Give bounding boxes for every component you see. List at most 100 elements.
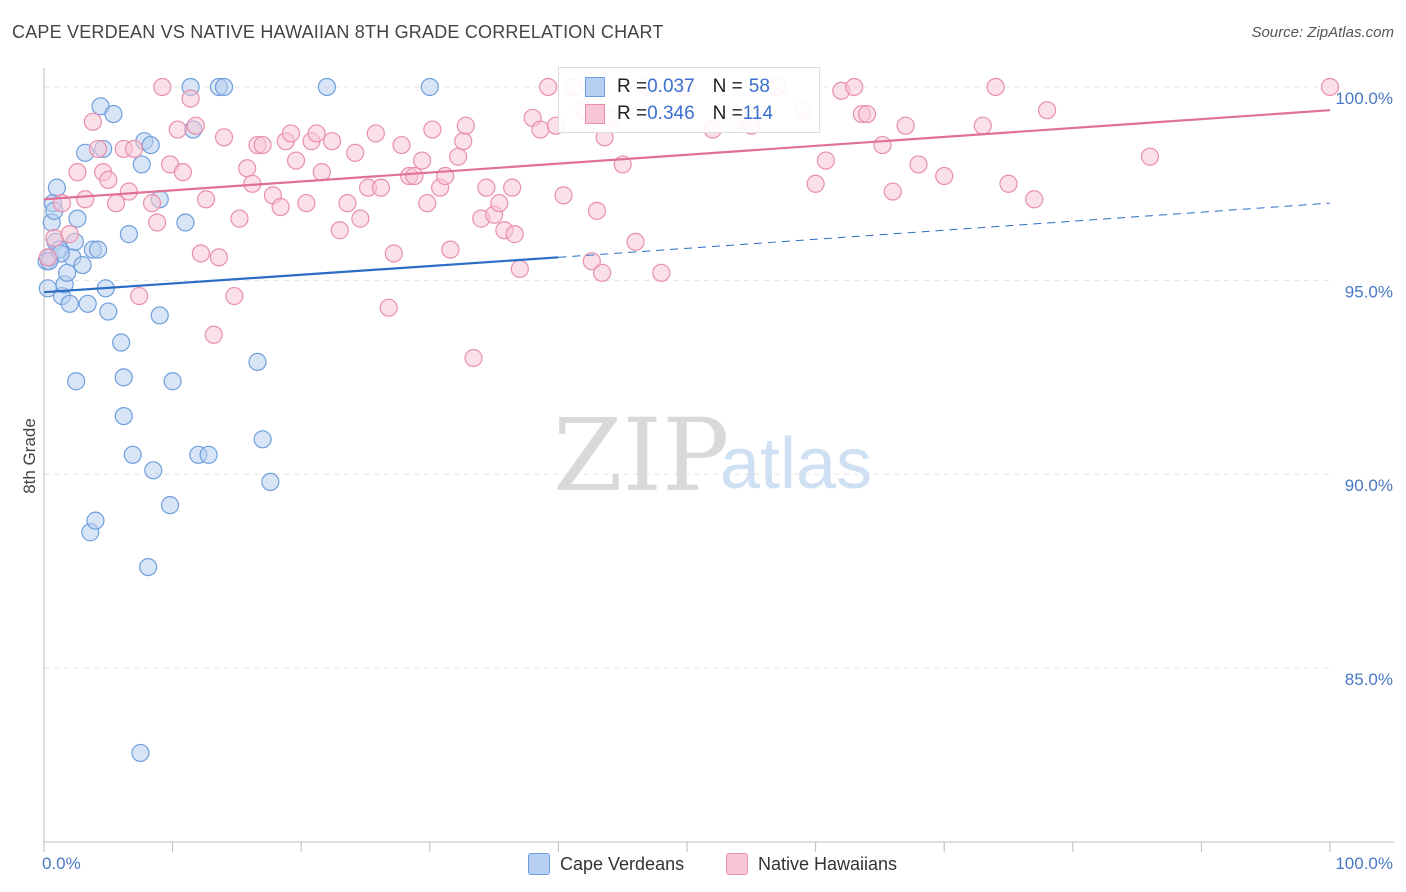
data-point xyxy=(119,225,138,244)
data-point xyxy=(297,194,316,213)
data-point xyxy=(99,170,118,190)
data-point xyxy=(88,139,108,159)
data-point xyxy=(371,178,391,197)
bottom-legend-native-hawaiians[interactable]: Native Hawaiians xyxy=(726,851,897,877)
axes xyxy=(43,68,1394,852)
data-point xyxy=(379,298,398,317)
data-point xyxy=(139,557,158,577)
legend-n-value: 114 xyxy=(742,103,774,124)
data-point xyxy=(1037,101,1057,120)
data-point xyxy=(124,139,144,159)
data-point xyxy=(209,248,228,267)
data-point xyxy=(626,232,645,251)
data-point xyxy=(806,174,825,193)
data-point xyxy=(554,186,573,205)
data-point xyxy=(153,77,172,97)
bottom-legend-swatch-pink xyxy=(726,853,748,875)
trend-line-cape-verdeans xyxy=(43,256,559,294)
data-point xyxy=(131,743,150,763)
data-point xyxy=(199,445,218,464)
data-point xyxy=(593,263,612,282)
data-point xyxy=(68,209,87,228)
data-point xyxy=(58,263,77,282)
y-tick-label: 85.0% xyxy=(1345,670,1393,689)
data-point xyxy=(67,372,86,391)
data-point xyxy=(47,178,66,197)
data-point xyxy=(114,406,133,426)
legend-swatch-pink xyxy=(585,104,605,124)
x-tick-label: 0.0% xyxy=(42,854,81,873)
data-point xyxy=(148,213,167,232)
data-point xyxy=(248,352,267,371)
bottom-legend-cape-verdeans[interactable]: Cape Verdeans xyxy=(528,851,684,877)
data-point xyxy=(346,143,365,162)
data-point xyxy=(986,77,1005,97)
bottom-legend-swatch-blue xyxy=(528,853,550,875)
correlation-legend: R = 0.037 N = 58 R = 0.346 N = 114 xyxy=(558,67,820,133)
data-point xyxy=(312,163,331,182)
data-point xyxy=(857,104,877,124)
data-point xyxy=(420,77,439,97)
data-point xyxy=(317,77,337,97)
data-point xyxy=(45,228,64,248)
data-point xyxy=(351,209,370,228)
data-point xyxy=(322,132,342,151)
data-point xyxy=(173,163,192,182)
legend-r-label: R = xyxy=(617,103,648,124)
data-point xyxy=(330,221,349,240)
data-point xyxy=(253,430,272,449)
data-point xyxy=(271,197,290,217)
source-label: Source: ZipAtlas.com xyxy=(1251,24,1394,41)
legend-n-label: N = xyxy=(712,103,743,124)
data-point xyxy=(225,286,244,306)
data-point xyxy=(423,120,442,139)
data-point xyxy=(307,124,326,143)
data-point xyxy=(582,252,601,271)
data-point xyxy=(83,112,102,131)
data-point xyxy=(477,178,496,197)
legend-r-value: 0.037 xyxy=(647,76,695,97)
data-point xyxy=(418,194,437,213)
data-point xyxy=(142,194,162,213)
watermark-zip: ZIP xyxy=(553,397,729,514)
data-point xyxy=(119,182,138,201)
data-point xyxy=(230,209,249,228)
trend-line-native-hawaiians xyxy=(43,109,1331,201)
data-point xyxy=(816,151,835,170)
data-point xyxy=(896,116,915,135)
data-point xyxy=(214,77,234,97)
data-point xyxy=(405,166,424,186)
data-point xyxy=(873,135,892,155)
data-point xyxy=(88,240,108,259)
chart-title: CAPE VERDEAN VS NATIVE HAWAIIAN 8TH GRAD… xyxy=(12,22,664,42)
data-point xyxy=(141,135,160,155)
data-point xyxy=(441,240,460,259)
data-point xyxy=(286,151,306,170)
data-point xyxy=(448,147,468,166)
watermark: ZIP atlas xyxy=(553,397,872,514)
data-point xyxy=(114,368,133,387)
y-tick-label: 100.0% xyxy=(1335,89,1393,108)
bottom-legend-label: Cape Verdeans xyxy=(560,853,685,874)
legend-row-native-hawaiians: R = 0.346 N = 114 xyxy=(585,101,773,127)
trend-lines xyxy=(43,109,1331,294)
legend-swatch-blue xyxy=(585,77,605,97)
data-point xyxy=(176,213,195,232)
data-point xyxy=(999,174,1018,193)
data-point xyxy=(163,372,182,391)
y-tick-label: 95.0% xyxy=(1345,283,1393,302)
data-point xyxy=(392,135,411,155)
data-point xyxy=(76,190,95,209)
data-point xyxy=(68,163,87,182)
data-point xyxy=(168,120,187,139)
legend-r-value: 0.346 xyxy=(647,103,695,124)
data-point xyxy=(281,124,301,143)
legend-row-cape-verdeans: R = 0.037 N = 58 xyxy=(585,74,770,100)
data-point xyxy=(214,128,234,147)
data-point xyxy=(130,286,149,306)
data-point xyxy=(503,178,522,197)
data-point xyxy=(196,190,216,209)
data-point xyxy=(412,151,432,170)
data-point xyxy=(539,77,558,97)
data-point xyxy=(86,511,105,530)
